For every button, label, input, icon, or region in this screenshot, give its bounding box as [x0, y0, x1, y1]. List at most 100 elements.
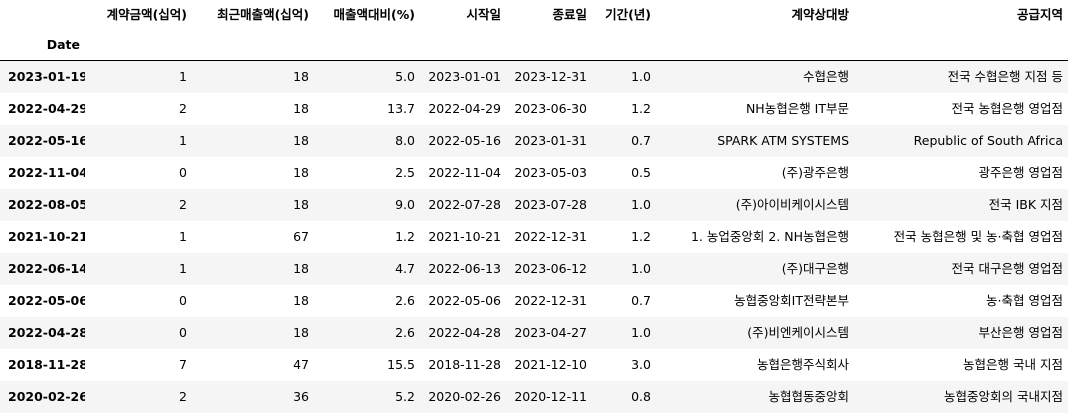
table-cell: 2023-01-01: [428, 68, 501, 84]
column-header: 계약금액(십억): [106, 7, 187, 22]
table-cell: 2: [179, 100, 187, 116]
table-row: 2022-04-28 0 18 2.6 2022-04-28 2023-04-27 1.0 (…: [0, 316, 1068, 349]
table-cell: 2022-12-31: [514, 292, 587, 308]
table-cell: 1.0: [631, 324, 651, 340]
table-cell: 0: [179, 164, 187, 180]
table-cell: 2022-12-31: [514, 228, 587, 244]
table-cell: 부산은행 영업점: [978, 324, 1063, 340]
table-cell: 0: [179, 324, 187, 340]
table-cell: 0.5: [631, 164, 651, 180]
table-cell: 2023-05-03: [514, 164, 587, 180]
table-cell: 농협협동중앙회: [768, 388, 849, 404]
table-cell: 2023-12-31: [514, 68, 587, 84]
table-cell: 농협은행 국내 지점: [963, 356, 1063, 372]
table-cell: 8.0: [395, 132, 415, 148]
index-name-filler: [420, 30, 506, 61]
table-row: 2018-11-28 7 47 15.5 2018-11-28 2021-12-10 3.0…: [0, 348, 1068, 381]
table-cell: 2022-05-16: [428, 132, 501, 148]
row-index-date: 2022-04-28: [8, 324, 85, 340]
table-cell: 2022-07-28: [428, 196, 501, 212]
table-cell: 1.0: [631, 68, 651, 84]
table-cell: 3.0: [631, 356, 651, 372]
table-cell: 농협중앙회IT전략본부: [734, 292, 849, 308]
index-name-filler: [656, 30, 854, 61]
table-cell: 0: [179, 292, 187, 308]
table-cell: 2023-06-30: [514, 100, 587, 116]
table-cell: 농·축협 영업점: [986, 292, 1063, 308]
column-header: 계약상대방: [791, 7, 849, 22]
table-cell: 13.7: [387, 100, 415, 116]
table-cell: 2021-10-21: [428, 228, 501, 244]
column-header: 공급지역: [1016, 7, 1063, 22]
table-cell: 18: [293, 68, 309, 84]
column-header: 종료일: [552, 7, 587, 22]
index-name-filler: [592, 30, 656, 61]
table-row: 2023-01-19 1 18 5.0 2023-01-01 2023-12-31 1.0 수…: [0, 60, 1068, 93]
table-row: 2020-02-26 2 36 5.2 2020-02-26 2020-12-11 0.8 농…: [0, 380, 1068, 413]
table-cell: 수협은행: [802, 68, 849, 84]
table-cell: 2023-06-12: [514, 260, 587, 276]
table-cell: 9.0: [395, 196, 415, 212]
table-cell: 18: [293, 100, 309, 116]
table-cell: 2.6: [395, 292, 415, 308]
table-cell: 5.2: [395, 388, 415, 404]
table-cell: 1: [179, 260, 187, 276]
column-header-row: 계약금액(십억) 최근매출액(십억) 매출액대비(%) 시작일 종료일 기간(년…: [0, 0, 1068, 30]
row-index-date: 2022-05-16: [8, 132, 85, 148]
table-cell: 1.0: [631, 260, 651, 276]
row-index-date: 2022-04-29: [8, 100, 85, 116]
column-header: 최근매출액(십억): [217, 7, 309, 22]
row-index-date: 2022-08-05: [8, 196, 85, 212]
table-cell: (주)아이비케이시스템: [735, 196, 849, 212]
table-cell: (주)광주은행: [781, 164, 849, 180]
table-cell: 전국 수협은행 지점 등: [947, 68, 1063, 84]
index-name-filler: [314, 30, 420, 61]
table-cell: 1.0: [631, 196, 651, 212]
table-cell: 2020-02-26: [428, 388, 501, 404]
table-cell: 2023-07-28: [514, 196, 587, 212]
column-header: 기간(년): [605, 7, 651, 22]
row-index-date: 2022-05-06: [8, 292, 85, 308]
table-cell: 0.7: [631, 292, 651, 308]
table-cell: 36: [293, 388, 309, 404]
table-cell: 18: [293, 292, 309, 308]
table-cell: 1: [179, 228, 187, 244]
column-header: 매출액대비(%): [333, 7, 415, 22]
table-cell: Republic of South Africa: [913, 132, 1063, 148]
index-name-filler: [192, 30, 314, 61]
table-cell: 2022-05-06: [428, 292, 501, 308]
table-cell: 2023-04-27: [514, 324, 587, 340]
table-cell: 4.7: [395, 260, 415, 276]
table-cell: 1.2: [631, 228, 651, 244]
table-cell: 전국 IBK 지점: [988, 196, 1063, 212]
table-cell: 1. 농업중앙회 2. NH농협은행: [690, 228, 849, 244]
table-cell: (주)대구은행: [781, 260, 849, 276]
table-cell: 전국 농협은행 영업점: [951, 100, 1063, 116]
table-row: 2021-10-21 1 67 1.2 2021-10-21 2022-12-31 1.2 1…: [0, 220, 1068, 253]
table-cell: 2020-12-11: [514, 388, 587, 404]
row-index-date: 2020-02-26: [8, 388, 85, 404]
table-cell: 1: [179, 132, 187, 148]
index-name-filler: [506, 30, 592, 61]
table-cell: 5.0: [395, 68, 415, 84]
table-cell: 2022-04-29: [428, 100, 501, 116]
table-cell: 0.7: [631, 132, 651, 148]
table-body: 2023-01-19 1 18 5.0 2023-01-01 2023-12-31 1.0 수…: [0, 60, 1068, 413]
table-cell: 2023-01-31: [514, 132, 587, 148]
table-row: 2022-05-06 0 18 2.6 2022-05-06 2022-12-31 0.7 농…: [0, 284, 1068, 317]
index-corner: [0, 0, 85, 30]
index-name-row: Date: [0, 30, 1068, 61]
row-index-date: 2021-10-21: [8, 228, 85, 244]
table-cell: 농협중앙회의 국내지점: [944, 388, 1063, 404]
row-index-date: 2022-06-14: [8, 260, 85, 276]
table-row: 2022-05-16 1 18 8.0 2022-05-16 2023-01-31 0.7 S…: [0, 124, 1068, 157]
table-cell: 2021-12-10: [514, 356, 587, 372]
table-row: 2022-08-05 2 18 9.0 2022-07-28 2023-07-28 1.0 (…: [0, 188, 1068, 221]
table-cell: 2022-04-28: [428, 324, 501, 340]
table-cell: 18: [293, 164, 309, 180]
table-cell: 농협은행주식회사: [756, 356, 849, 372]
table-cell: 1.2: [631, 100, 651, 116]
index-name-filler: [854, 30, 1068, 61]
table-cell: 2.6: [395, 324, 415, 340]
